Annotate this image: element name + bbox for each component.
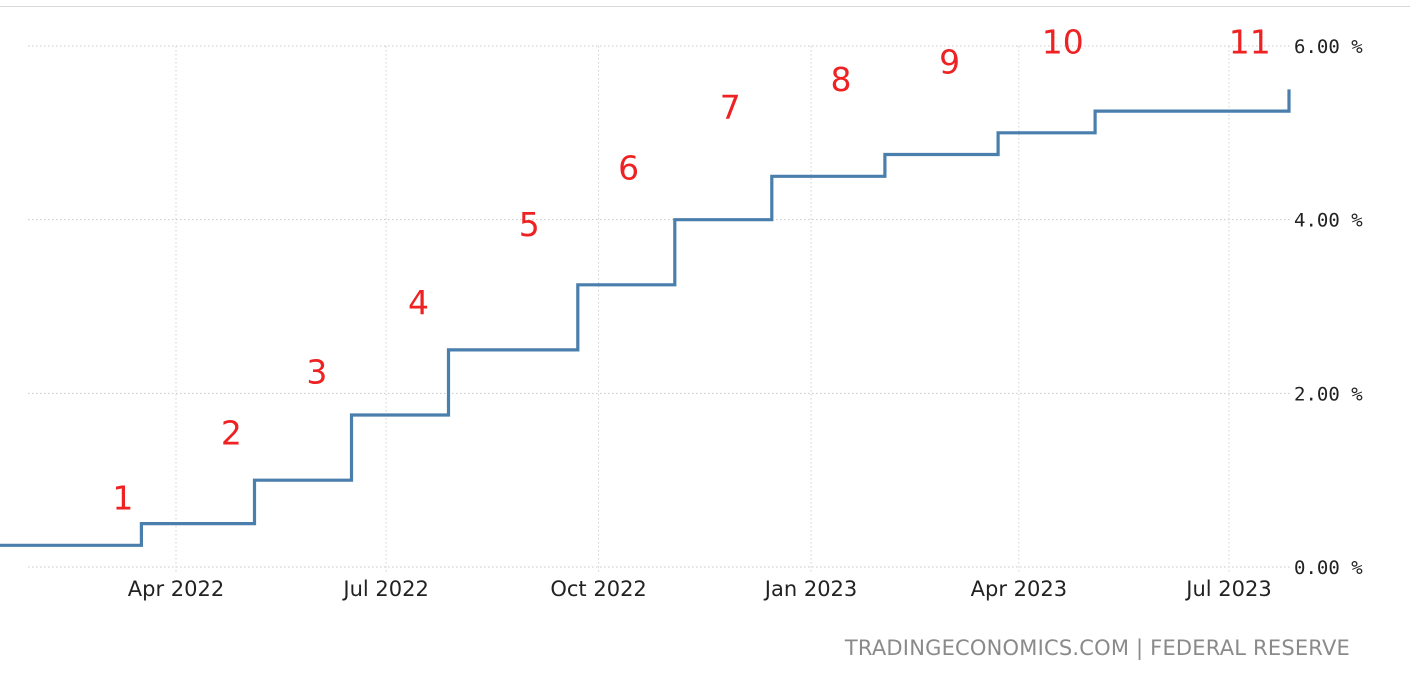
- annotations: 1 2 3 4 5 6 7 8 9 10 11: [112, 23, 1270, 518]
- hike-number-label: 6: [618, 149, 639, 188]
- y-tick-label: 4.00 %: [1294, 210, 1363, 232]
- x-tick-label: Jul 2022: [341, 577, 428, 601]
- hike-number-label: 11: [1229, 23, 1271, 62]
- top-border: [0, 6, 1410, 7]
- y-tick-label: 2.00 %: [1294, 383, 1363, 405]
- y-tick-label: 0.00 %: [1294, 557, 1363, 579]
- x-tick-label: Jan 2023: [763, 577, 858, 601]
- hike-number-label: 5: [519, 205, 540, 244]
- rate-step-line: [0, 89, 1291, 547]
- hike-number-label: 9: [939, 43, 960, 82]
- y-tick-label: 6.00 %: [1294, 36, 1363, 58]
- grid: [28, 45, 1290, 574]
- x-tick-label: Apr 2023: [971, 577, 1067, 601]
- x-tick-label: Apr 2022: [128, 577, 224, 601]
- y-axis: 0.00 % 2.00 % 4.00 % 6.00 %: [1294, 36, 1363, 579]
- hike-number-label: 4: [408, 283, 429, 322]
- hike-number-label: 3: [306, 353, 327, 392]
- hike-number-label: 1: [112, 479, 133, 518]
- x-axis: Apr 2022 Jul 2022 Oct 2022 Jan 2023 Apr 2023…: [128, 577, 1272, 601]
- x-tick-label: Oct 2022: [550, 577, 646, 601]
- hike-number-label: 2: [221, 413, 242, 452]
- hike-number-label: 10: [1042, 23, 1084, 62]
- x-tick-label: Jul 2023: [1184, 577, 1271, 601]
- source-credit: TRADINGECONOMICS.COM | FEDERAL RESERVE: [844, 636, 1350, 660]
- series-group: [0, 89, 1291, 547]
- hike-number-label: 8: [831, 60, 852, 99]
- hike-number-label: 7: [720, 88, 741, 127]
